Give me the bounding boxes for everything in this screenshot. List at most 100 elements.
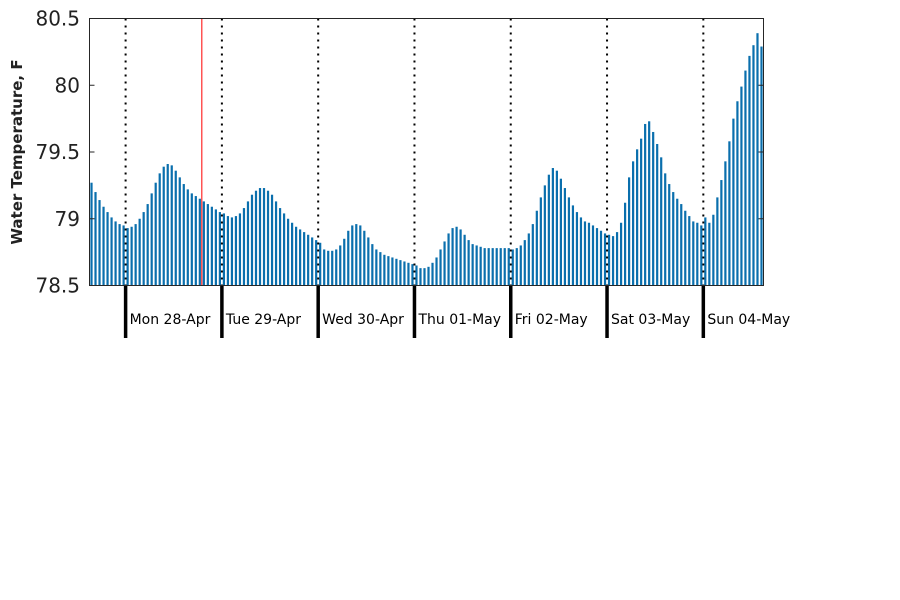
bar: [355, 224, 358, 286]
bar: [242, 208, 246, 286]
bar: [274, 201, 278, 286]
bar: [716, 197, 719, 286]
bar: [250, 194, 254, 286]
bar: [503, 248, 506, 286]
bar: [198, 198, 201, 286]
bar: [603, 233, 607, 286]
bar: [752, 45, 755, 286]
bar: [648, 121, 651, 286]
bar: [748, 55, 751, 286]
bar: [632, 161, 635, 286]
day-label: Fri 02-May: [515, 312, 588, 328]
bar: [720, 180, 723, 286]
bar: [443, 241, 446, 286]
bar: [126, 228, 129, 286]
bar: [712, 214, 715, 286]
bar: [563, 188, 567, 286]
bar: [555, 170, 558, 286]
bar: [282, 213, 286, 286]
bar: [579, 217, 583, 286]
bar: [347, 230, 350, 286]
y-tick-label: 79.5: [35, 140, 80, 164]
bar: [615, 232, 619, 286]
bar: [660, 157, 663, 286]
bar: [415, 265, 418, 286]
bar: [447, 233, 450, 286]
bar: [154, 182, 157, 286]
bar: [351, 225, 354, 286]
bar: [479, 246, 482, 286]
bar: [599, 230, 603, 286]
bar: [254, 190, 258, 286]
bar: [206, 204, 209, 286]
bar: [391, 257, 394, 286]
day-label: Thu 01-May: [417, 312, 501, 328]
bar: [744, 70, 747, 286]
bar: [270, 194, 274, 286]
bar: [379, 252, 382, 286]
bar: [399, 260, 402, 286]
bar: [587, 222, 591, 286]
bar: [158, 173, 161, 286]
bar: [728, 141, 731, 286]
bar: [299, 229, 302, 286]
bar: [118, 224, 121, 286]
y-tick-label: 79: [55, 207, 80, 231]
bar: [519, 245, 522, 286]
bar: [295, 226, 298, 286]
bar: [688, 216, 691, 286]
bar: [515, 248, 518, 286]
bar: [359, 225, 362, 286]
bar: [591, 225, 595, 286]
bar: [700, 225, 703, 286]
bar: [656, 143, 659, 286]
bar: [619, 222, 623, 286]
bar: [319, 242, 322, 286]
bar: [323, 249, 326, 286]
bar: [234, 216, 238, 286]
bar: [507, 248, 510, 286]
bar: [571, 205, 575, 286]
bar: [527, 233, 530, 286]
bar: [475, 245, 478, 286]
bar: [266, 190, 270, 286]
bar: [623, 202, 627, 286]
bar: [363, 230, 366, 286]
bar: [756, 33, 759, 286]
bar: [680, 204, 683, 286]
bar: [487, 248, 490, 286]
day-labels: Mon 28-Apr Tue 29-Apr Wed 30-Apr Thu 01-May…: [130, 312, 791, 328]
bar: [523, 240, 526, 286]
day-label: Tue 29-Apr: [225, 312, 301, 328]
bar: [339, 245, 342, 286]
bar: [676, 198, 679, 286]
bar: [427, 266, 430, 286]
bar-series: [90, 33, 763, 286]
bar: [543, 185, 546, 286]
bar: [202, 201, 205, 286]
bar: [640, 138, 643, 286]
bar: [194, 196, 197, 286]
bar: [214, 209, 217, 286]
bar: [371, 244, 374, 286]
bar: [411, 264, 414, 286]
bar: [696, 222, 699, 286]
bar: [182, 184, 185, 286]
bar: [383, 254, 386, 286]
bar: [106, 212, 109, 286]
bar: [627, 177, 631, 286]
bar: [98, 200, 101, 286]
bar: [290, 222, 294, 286]
bar: [491, 248, 494, 286]
bar: [258, 188, 262, 286]
bar: [704, 217, 707, 286]
bar: [210, 206, 213, 286]
bar: [190, 193, 193, 286]
bar: [278, 208, 282, 286]
bar: [262, 188, 266, 286]
bar: [315, 240, 318, 286]
bar: [134, 224, 137, 286]
y-tick-label: 80.5: [35, 7, 80, 31]
day-label: Sat 03-May: [611, 312, 690, 328]
bar: [423, 268, 426, 286]
